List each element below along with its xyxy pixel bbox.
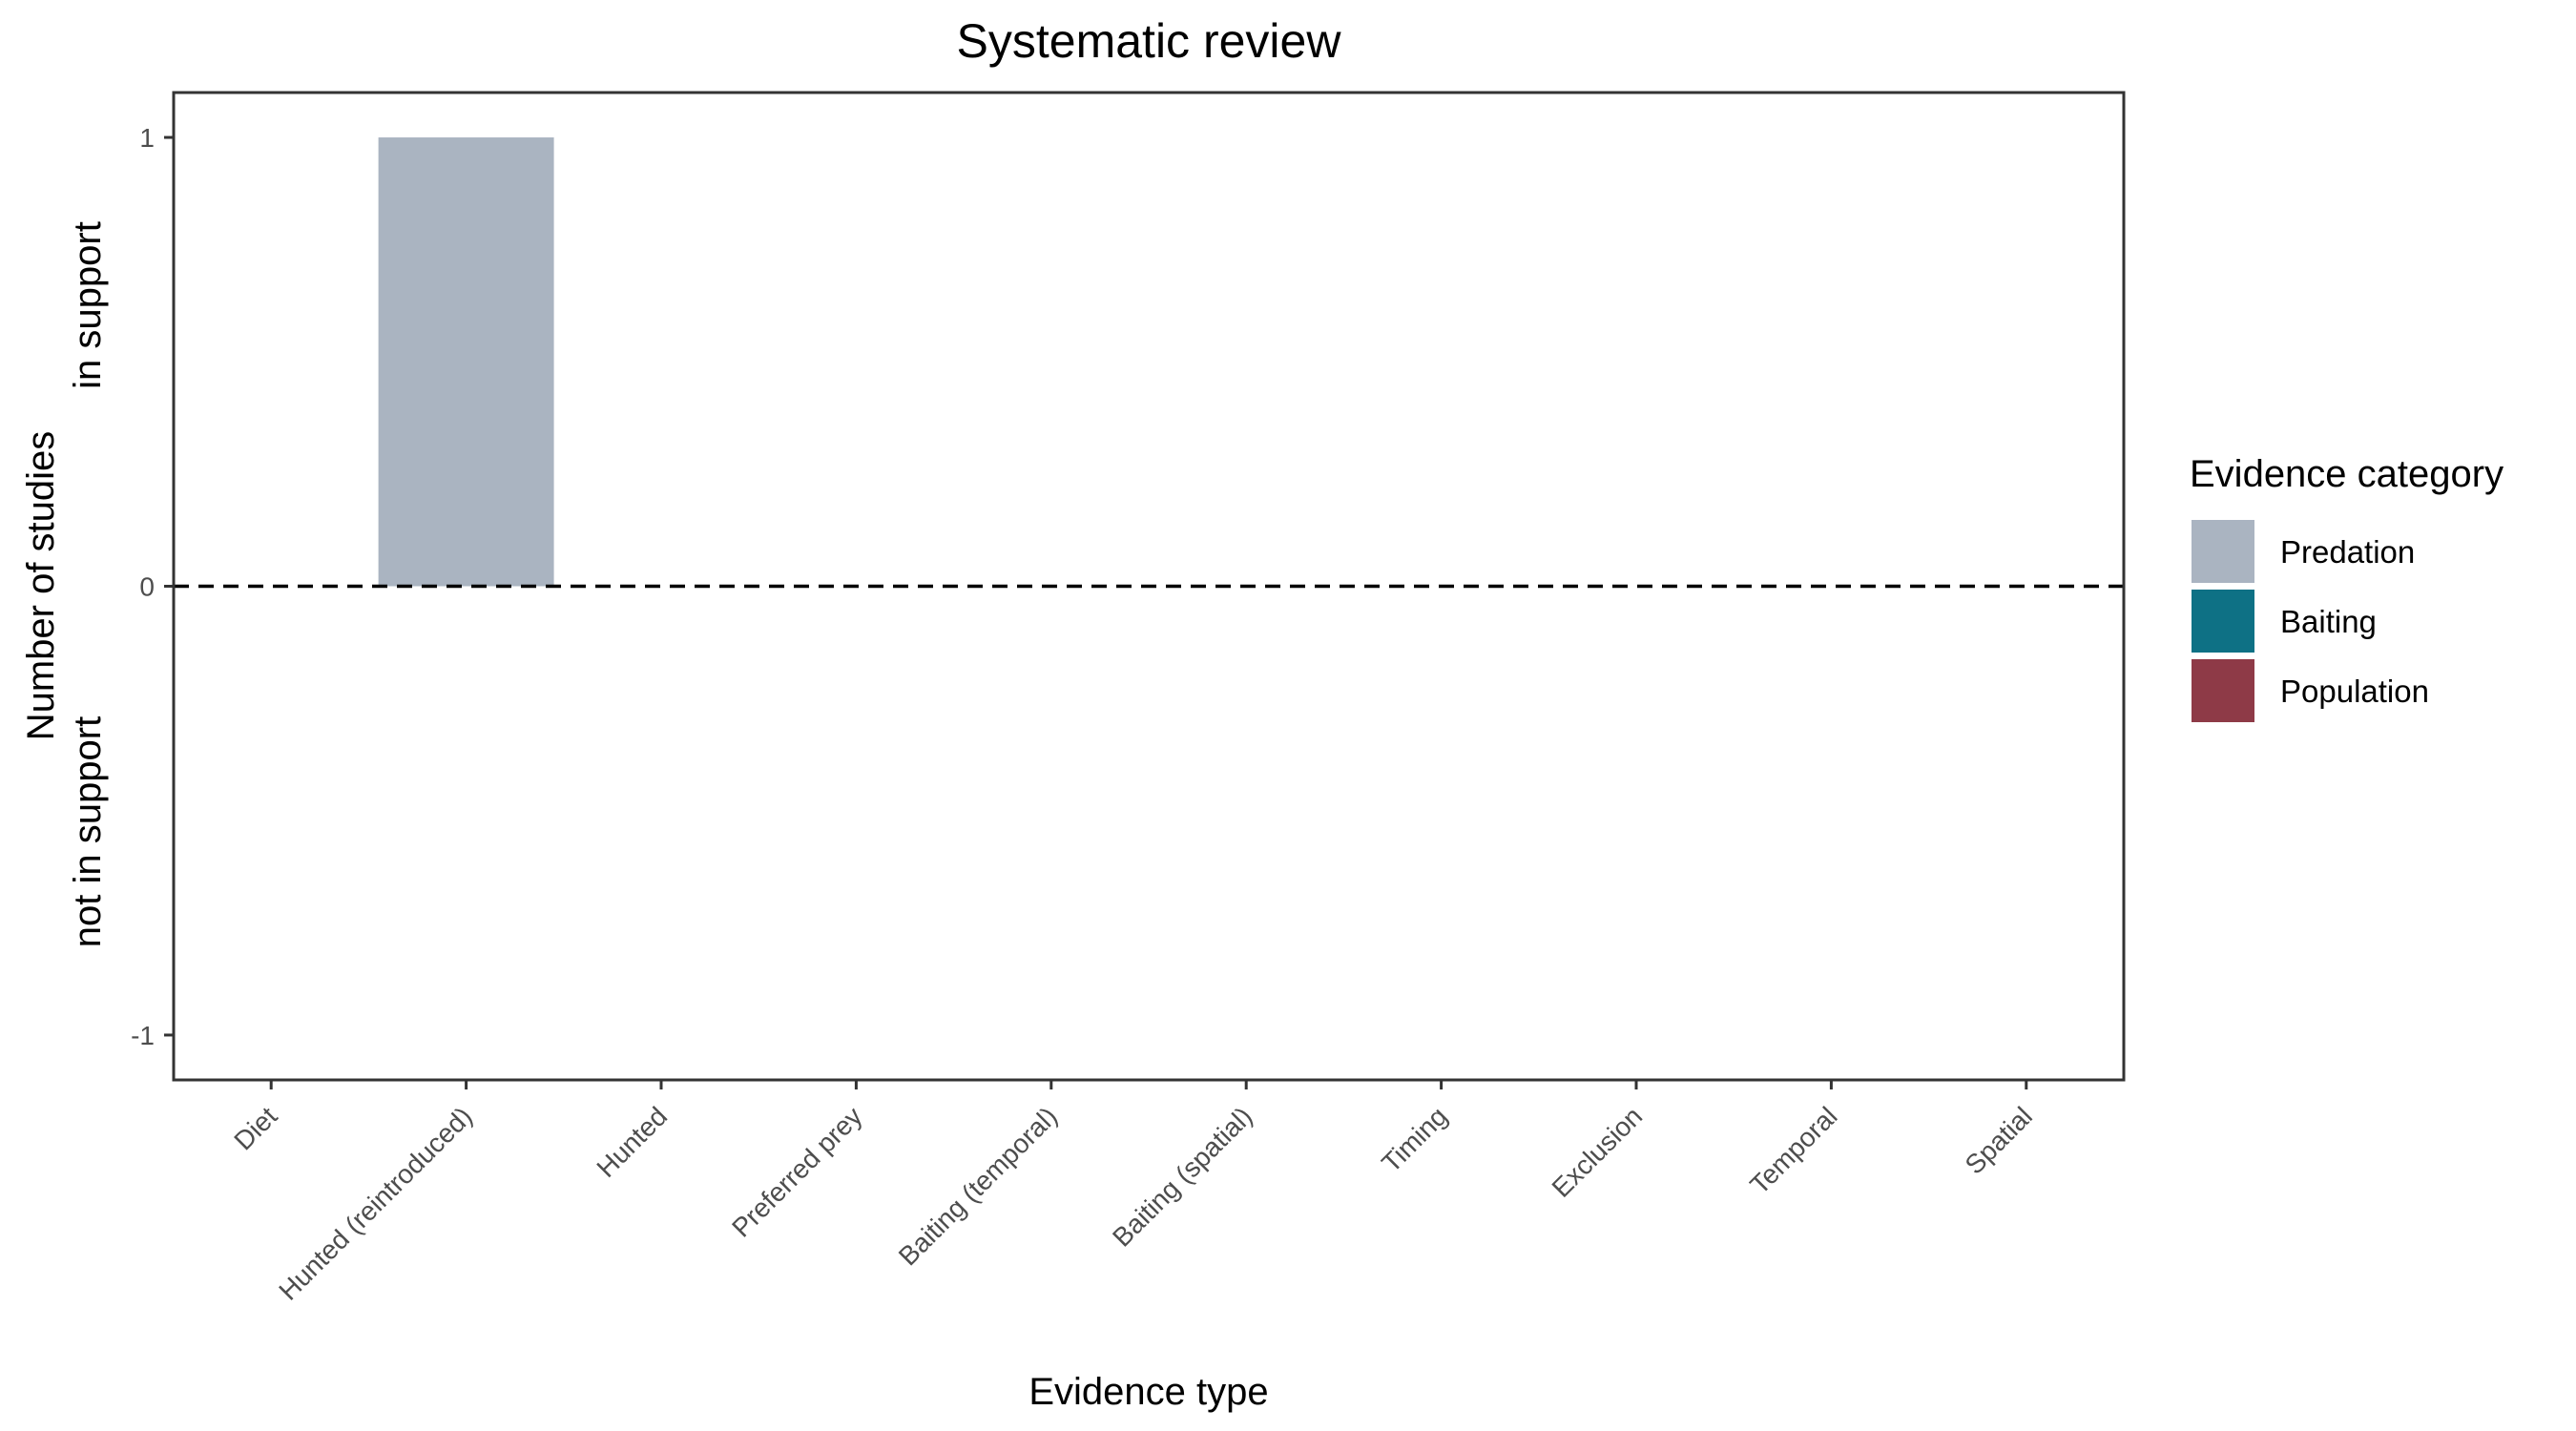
chart-title: Systematic review bbox=[957, 14, 1342, 68]
y-axis-title: Number of studies in support not in supp… bbox=[20, 221, 109, 947]
x-tick-label: Diet bbox=[228, 1101, 282, 1155]
legend-title: Evidence category bbox=[2190, 453, 2503, 495]
y-tick-label: 1 bbox=[139, 123, 155, 153]
y-axis-title-support: in support bbox=[67, 221, 109, 389]
x-tick-label: Preferred prey bbox=[726, 1101, 867, 1242]
legend-swatch-predation bbox=[2192, 520, 2254, 583]
bars bbox=[378, 137, 554, 587]
legend-swatch-population bbox=[2192, 659, 2254, 722]
legend-label-predation: Predation bbox=[2280, 534, 2415, 570]
legend-items: Predation Baiting Population bbox=[2192, 520, 2429, 722]
x-tick-label: Temporal bbox=[1744, 1101, 1842, 1199]
x-tick-label: Hunted bbox=[591, 1101, 673, 1183]
y-axis-title-main: Number of studies bbox=[20, 431, 62, 741]
x-tick-label: Hunted (reintroduced) bbox=[273, 1101, 478, 1306]
x-tick-label: Baiting (temporal) bbox=[893, 1101, 1063, 1271]
bar-predation-1 bbox=[378, 137, 554, 587]
legend: Evidence category Predation Baiting Popula… bbox=[2190, 453, 2503, 722]
x-tick-label: Exclusion bbox=[1547, 1101, 1649, 1203]
y-tick-label: 0 bbox=[139, 572, 155, 602]
x-axis-title: Evidence type bbox=[1028, 1371, 1268, 1413]
y-tick-label: -1 bbox=[131, 1021, 155, 1050]
legend-label-baiting: Baiting bbox=[2280, 604, 2377, 639]
y-axis-title-not-support: not in support bbox=[67, 716, 109, 947]
x-tick-label: Timing bbox=[1376, 1101, 1453, 1178]
legend-swatch-baiting bbox=[2192, 590, 2254, 653]
legend-label-population: Population bbox=[2280, 674, 2429, 709]
x-tick-label: Baiting (spatial) bbox=[1107, 1101, 1257, 1252]
y-axis-ticks: 1 0 -1 bbox=[131, 123, 174, 1050]
x-tick-label: Spatial bbox=[1960, 1101, 2038, 1179]
